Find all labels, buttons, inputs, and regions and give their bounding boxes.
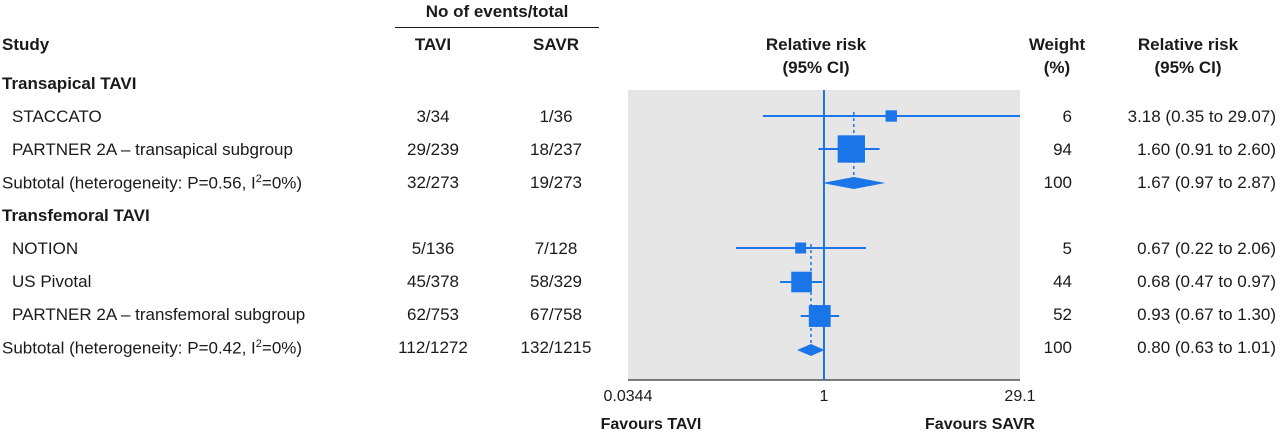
- rr-text-value: 1.60 (0.91 to 2.60): [1137, 140, 1276, 159]
- weight-value: 44: [1053, 272, 1072, 291]
- point-estimate-square: [808, 305, 831, 327]
- tavi-events: 5/136: [411, 239, 455, 258]
- rr-text-value: 3.18 (0.35 to 29.07): [1127, 107, 1276, 126]
- point-estimate-square: [791, 271, 812, 293]
- rr-text-value: 0.68 (0.47 to 0.97): [1137, 272, 1276, 291]
- tavi-events: 45/378: [407, 272, 459, 291]
- axis-tick-label-max: 29.1: [1004, 388, 1036, 405]
- rr-text-value: 0.80 (0.63 to 1.01): [1137, 338, 1276, 357]
- rr-plot-header-2: (95% CI): [782, 58, 850, 77]
- axis-tick-label-one: 1: [819, 388, 829, 405]
- savr-events: 58/329: [530, 272, 582, 291]
- weight-value: 52: [1053, 305, 1072, 324]
- savr-events: 19/273: [530, 173, 582, 192]
- rr-plot-header-1: Relative risk: [765, 35, 867, 54]
- subtotal-label: Subtotal (heterogeneity: P=0.42, I2=0%): [2, 338, 303, 358]
- savr-events: 67/758: [530, 305, 582, 324]
- rr-text-value: 0.93 (0.67 to 1.30): [1137, 305, 1276, 324]
- savr-events: 1/36: [539, 107, 573, 126]
- subtotal-label: Subtotal (heterogeneity: P=0.56, I2=0%): [2, 173, 303, 193]
- events-header: No of events/total: [425, 2, 569, 21]
- group-label-transfemoral: Transfemoral TAVI: [2, 206, 150, 225]
- rr-text-header-2: (95% CI): [1154, 58, 1222, 77]
- study-header: Study: [2, 35, 50, 54]
- savr-header: SAVR: [533, 35, 579, 54]
- tavi-events: 62/753: [407, 305, 459, 324]
- point-estimate-square: [885, 110, 897, 122]
- savr-events: 18/237: [530, 140, 582, 159]
- axis-tick-label-min: 0.0344: [603, 388, 653, 405]
- weight-value: 94: [1053, 140, 1072, 159]
- tavi-events: 29/239: [407, 140, 459, 159]
- savr-events: 132/1215: [520, 338, 592, 357]
- favours-tavi-label: Favours TAVI: [600, 416, 702, 433]
- point-estimate-square: [837, 135, 865, 163]
- tavi-header: TAVI: [414, 35, 452, 54]
- tavi-events: 3/34: [416, 107, 450, 126]
- weight-value: 6: [1062, 107, 1072, 126]
- study-label: STACCATO: [12, 107, 102, 126]
- tavi-events: 112/1272: [398, 338, 468, 357]
- rr-text-value: 0.67 (0.22 to 2.06): [1137, 239, 1276, 258]
- savr-events: 7/128: [534, 239, 578, 258]
- rr-text-value: 1.67 (0.97 to 2.87): [1137, 173, 1276, 192]
- events-header-rule: [395, 27, 599, 28]
- tavi-events: 32/273: [407, 173, 459, 192]
- weight-header-1: Weight: [1028, 35, 1086, 54]
- point-estimate-square: [795, 242, 807, 254]
- weight-header-2: (%): [1043, 58, 1071, 77]
- pooled-diamond: [797, 344, 825, 356]
- pooled-diamond: [822, 177, 886, 189]
- favours-savr-label: Favours SAVR: [925, 416, 1035, 433]
- study-label: NOTION: [12, 239, 79, 258]
- study-label: PARTNER 2A – transfemoral subgroup: [12, 305, 306, 324]
- weight-value: 5: [1062, 239, 1072, 258]
- group-label-transapical: Transapical TAVI: [2, 74, 137, 93]
- study-label: US Pivotal: [12, 272, 92, 291]
- study-label: PARTNER 2A – transapical subgroup: [12, 140, 293, 159]
- weight-value: 100: [1043, 173, 1072, 192]
- rr-text-header-1: Relative risk: [1137, 35, 1239, 54]
- weight-value: 100: [1043, 338, 1072, 357]
